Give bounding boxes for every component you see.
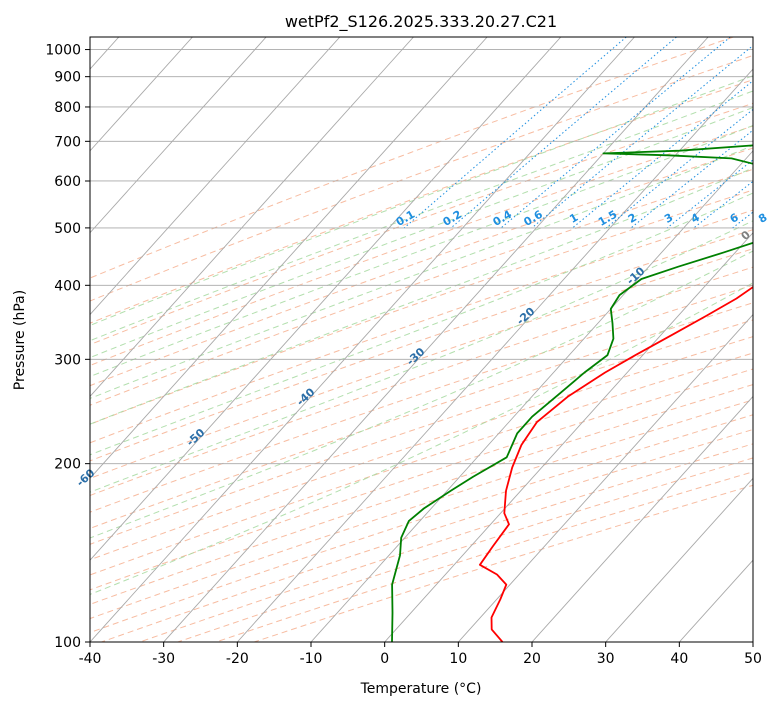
dry-adiabat-line (90, 384, 753, 605)
moist-adiabat-line (90, 220, 753, 493)
isotherm-line (90, 37, 488, 479)
moist-adiabat-line (90, 167, 753, 425)
plot-background (90, 37, 753, 642)
dry-adiabat-line (90, 37, 734, 279)
y-tick-label: 1000 (45, 43, 81, 59)
dry-adiabat-line (90, 284, 753, 513)
isotherm-line (384, 232, 753, 642)
moist-adiabat-line (90, 75, 753, 326)
moist-adiabat-line (90, 106, 753, 359)
mixing-ratio-line (500, 37, 731, 229)
mixing-ratio-label: 8 (756, 211, 769, 226)
mixing-ratio-line (531, 44, 753, 229)
y-tick-label: 400 (54, 278, 81, 294)
y-tick-label: 500 (54, 221, 81, 237)
x-axis-label: Temperature (°C) (360, 681, 482, 697)
y-tick-label: 300 (54, 352, 81, 368)
dry-adiabat-line (90, 336, 753, 561)
background-grid (90, 37, 775, 642)
x-tick-label: 0 (380, 651, 389, 667)
chart-title: wetPf2_S126.2025.333.20.27.C21 (285, 12, 557, 32)
dry-adiabat-line (90, 368, 753, 591)
dewpoint-profile-line (391, 144, 753, 642)
x-tick-label: -10 (300, 651, 323, 667)
isotherm-line (90, 37, 414, 398)
x-tick-label: 30 (597, 651, 615, 667)
x-tick-label: -20 (226, 651, 249, 667)
isotherm-line (605, 477, 753, 642)
x-tick-label: 40 (670, 651, 688, 667)
y-tick-label: 700 (54, 134, 81, 150)
isotherm-line (90, 37, 562, 561)
mixing-ratio-line (693, 180, 753, 229)
x-tick-label: -30 (152, 651, 175, 667)
dry-adiabat-line (90, 168, 753, 406)
mixing-ratio-line (572, 80, 753, 229)
profile-series (391, 144, 753, 642)
isotherm-line (163, 37, 709, 642)
y-tick-label: 100 (54, 635, 81, 651)
y-tick-label: 900 (54, 70, 81, 86)
moist-adiabat-line (90, 144, 753, 399)
isotherm-line (752, 641, 753, 642)
x-tick-label: 20 (523, 651, 541, 667)
temperature-profile-line (478, 285, 753, 642)
isotherm-line (90, 37, 193, 152)
isotherm-line (457, 313, 753, 642)
isotherm-line (90, 37, 267, 234)
y-tick-label: 200 (54, 457, 81, 473)
moist-adiabat-line (90, 192, 753, 456)
dry-adiabat-line (90, 229, 753, 462)
plot-frame (89, 36, 754, 643)
dry-adiabat-line (90, 319, 753, 545)
x-tick-label: 10 (449, 651, 467, 667)
moist-adiabat-line (90, 250, 753, 539)
axes: -40 -30 -20 -10 0 10 20 30 40 50 1000 900 800 700 600 5… (45, 43, 762, 667)
mixing-ratio-line (630, 129, 753, 229)
mixing-ratio-line (403, 37, 627, 229)
mixing-ratio-line (450, 37, 677, 229)
mixing-ratio-line (605, 108, 753, 229)
isotherm-line (236, 68, 753, 642)
y-tick-label: 600 (54, 174, 81, 190)
mixing-ratio-line (761, 37, 775, 228)
moist-adiabat-line (90, 124, 753, 378)
x-tick-label: -40 (79, 651, 102, 667)
y-tick-label: 800 (54, 100, 81, 116)
isotherm-line (90, 37, 635, 642)
isotherm-line (90, 37, 341, 316)
dry-adiabat-line (90, 54, 753, 302)
x-tick-label: 50 (744, 651, 762, 667)
isotherm-line (531, 395, 753, 642)
y-axis-label: Pressure (hPa) (12, 290, 28, 390)
